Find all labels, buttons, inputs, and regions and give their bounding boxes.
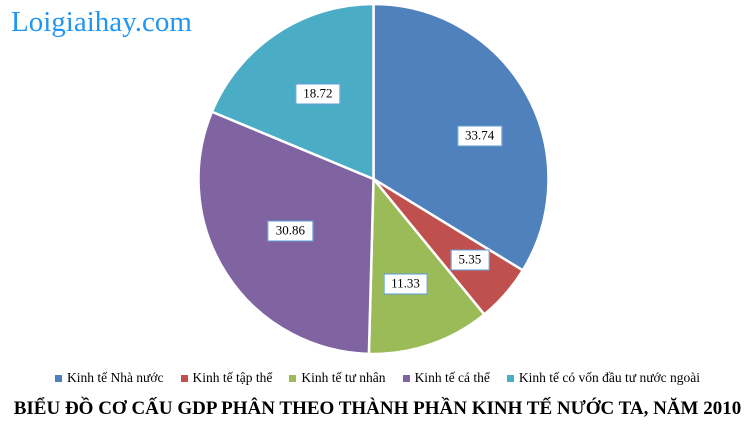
legend-swatch-icon (54, 374, 62, 382)
legend-item: Kinh tế tư nhân (289, 370, 386, 386)
legend-item: Kinh tế Nhà nước (54, 370, 164, 386)
legend-item: Kinh tế tập thể (180, 370, 273, 386)
legend-label: Kinh tế tập thể (192, 370, 273, 385)
watermark-logo: Loigiaihay.com (11, 6, 192, 38)
legend-label: Kinh tế tư nhân (301, 370, 386, 385)
legend-item: Kinh tế cá thể (402, 370, 490, 386)
legend-label: Kinh tế có vốn đầu tư nước ngoài (518, 370, 701, 385)
legend-swatch-icon (289, 374, 297, 382)
legend-label: Kinh tế Nhà nước (66, 370, 164, 385)
legend: Kinh tế Nhà nước Kinh tế tập thể Kinh tế t… (0, 367, 755, 389)
pie-chart-svg (197, 2, 550, 356)
legend-swatch-icon (402, 374, 410, 382)
legend-swatch-icon (506, 374, 514, 382)
legend-item: Kinh tế có vốn đầu tư nước ngoài (506, 370, 701, 386)
legend-label: Kinh tế cá thể (414, 370, 490, 385)
pie-slice-5 (210, 2, 375, 181)
chart-title: BIỂU ĐỒ CƠ CẤU GDP PHÂN THEO THÀNH PHẦN … (13, 398, 742, 419)
pie-slice-3 (367, 177, 486, 356)
legend-swatch-icon (180, 374, 188, 382)
